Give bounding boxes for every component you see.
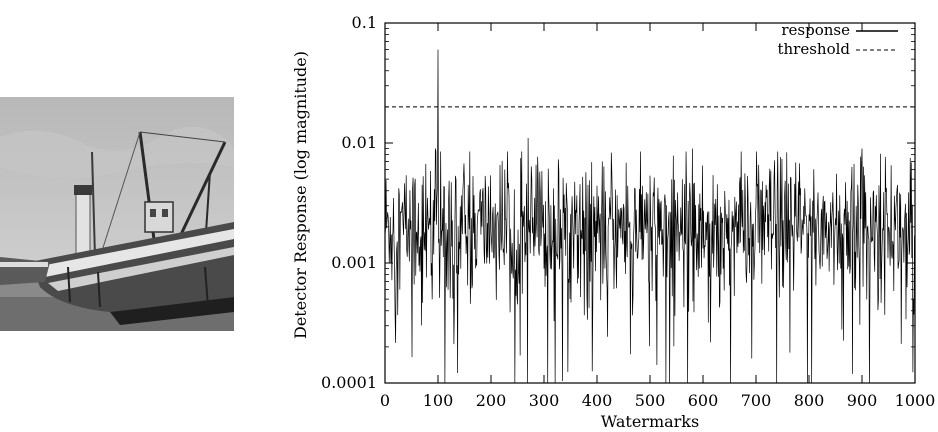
y-tick-label: 0.001 — [331, 253, 377, 272]
legend: response threshold — [777, 21, 898, 58]
y-tick-label: 0.01 — [341, 133, 377, 152]
y-tick-label: 0.0001 — [321, 373, 377, 392]
x-axis-title: Watermarks — [601, 412, 699, 431]
legend-label-response: response — [781, 21, 850, 39]
y-axis: 0.0001 0.001 0.01 0.1 — [321, 13, 915, 392]
legend-label-threshold: threshold — [777, 40, 850, 58]
x-tick-label: 400 — [582, 391, 613, 410]
y-axis-title: Detector Response (log magnitude) — [291, 51, 310, 339]
x-tick-label: 500 — [635, 391, 666, 410]
x-tick-label: 100 — [423, 391, 454, 410]
x-tick-label: 0 — [380, 391, 390, 410]
x-tick-label: 900 — [847, 391, 878, 410]
x-tick-label: 600 — [688, 391, 719, 410]
x-tick-label: 700 — [741, 391, 772, 410]
x-tick-label: 200 — [476, 391, 507, 410]
y-tick-label: 0.1 — [352, 13, 377, 32]
boat-photo — [0, 97, 234, 331]
response-line — [384, 49, 916, 384]
x-tick-label: 800 — [794, 391, 825, 410]
x-axis: 0 100 200 300 400 500 600 700 800 900 1000 — [380, 23, 935, 410]
x-tick-label: 300 — [529, 391, 560, 410]
x-tick-label: 1000 — [895, 391, 936, 410]
series-layer — [384, 49, 916, 384]
